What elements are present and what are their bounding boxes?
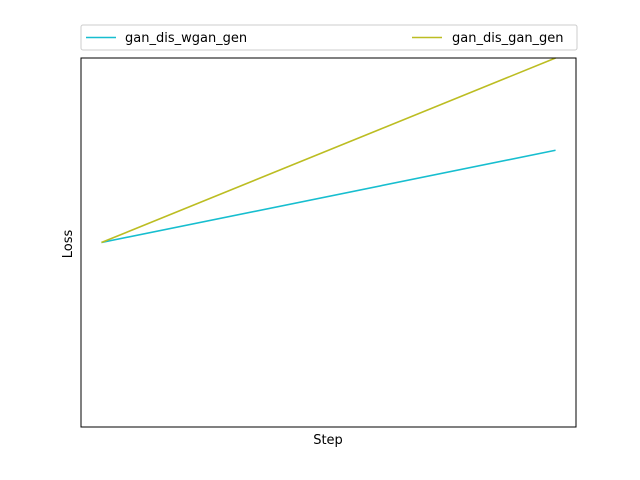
plot-area: [80, 57, 577, 428]
series-line-gan_dis_wgan_gen: [101, 149, 556, 244]
legend-label-gan_dis_gan_gen: gan_dis_gan_gen: [452, 31, 564, 46]
plot-frame: [80, 57, 577, 428]
series-line-gan_dis_gan_gen: [101, 57, 556, 244]
legend-frame: [80, 24, 578, 51]
y-axis-label: Loss: [61, 230, 76, 259]
x-axis-label: Step: [313, 433, 343, 448]
legend: gan_dis_wgan_gen gan_dis_gan_gen: [80, 24, 578, 51]
legend-label-gan_dis_wgan_gen: gan_dis_wgan_gen: [125, 31, 247, 46]
